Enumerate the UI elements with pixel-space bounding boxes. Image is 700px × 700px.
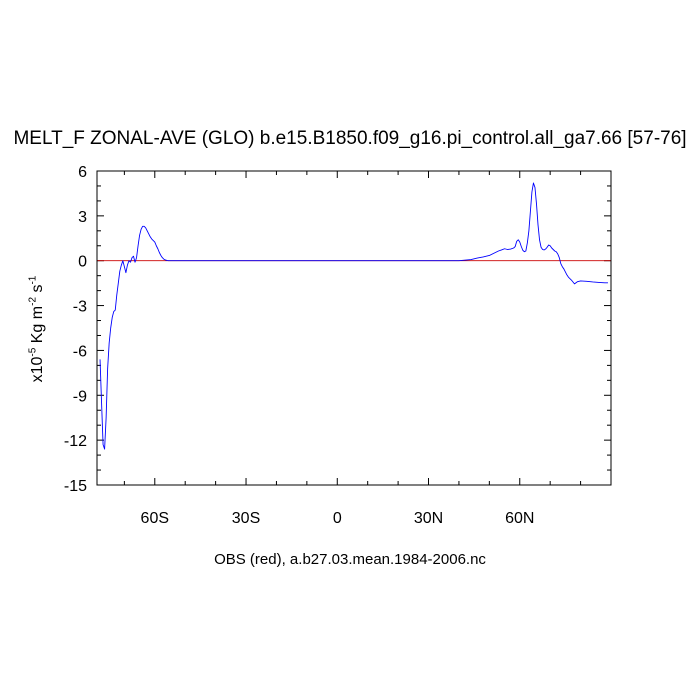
x-tick-label: 60N	[505, 510, 534, 527]
plot-frame	[96, 170, 612, 486]
y-tick-label: -15	[64, 478, 87, 495]
x-tick-label: 30S	[232, 510, 260, 527]
y-tick-label: 6	[78, 164, 87, 181]
x-tick-label: 0	[333, 510, 342, 527]
tick-group: 6 3 0 -3 -6 -9 -12 -15 60S 30S 0 30N 60N	[64, 164, 611, 527]
y-tick-label: -6	[73, 343, 87, 360]
y-tick-label: 0	[78, 254, 87, 271]
y-tick-label: -9	[73, 388, 87, 405]
x-tick-label: 60S	[141, 510, 169, 527]
model-series-line	[99, 182, 608, 450]
series-group	[97, 182, 611, 450]
y-tick-label: -12	[64, 433, 87, 450]
x-tick-label: 30N	[414, 510, 443, 527]
y-tick-label: -3	[73, 299, 87, 316]
y-tick-label: 3	[78, 209, 87, 226]
chart-caption: OBS (red), a.b27.03.mean.1984-2006.nc	[214, 551, 486, 568]
chart-title: MELT_F ZONAL-AVE (GLO) b.e15.B1850.f09_g…	[13, 128, 687, 149]
